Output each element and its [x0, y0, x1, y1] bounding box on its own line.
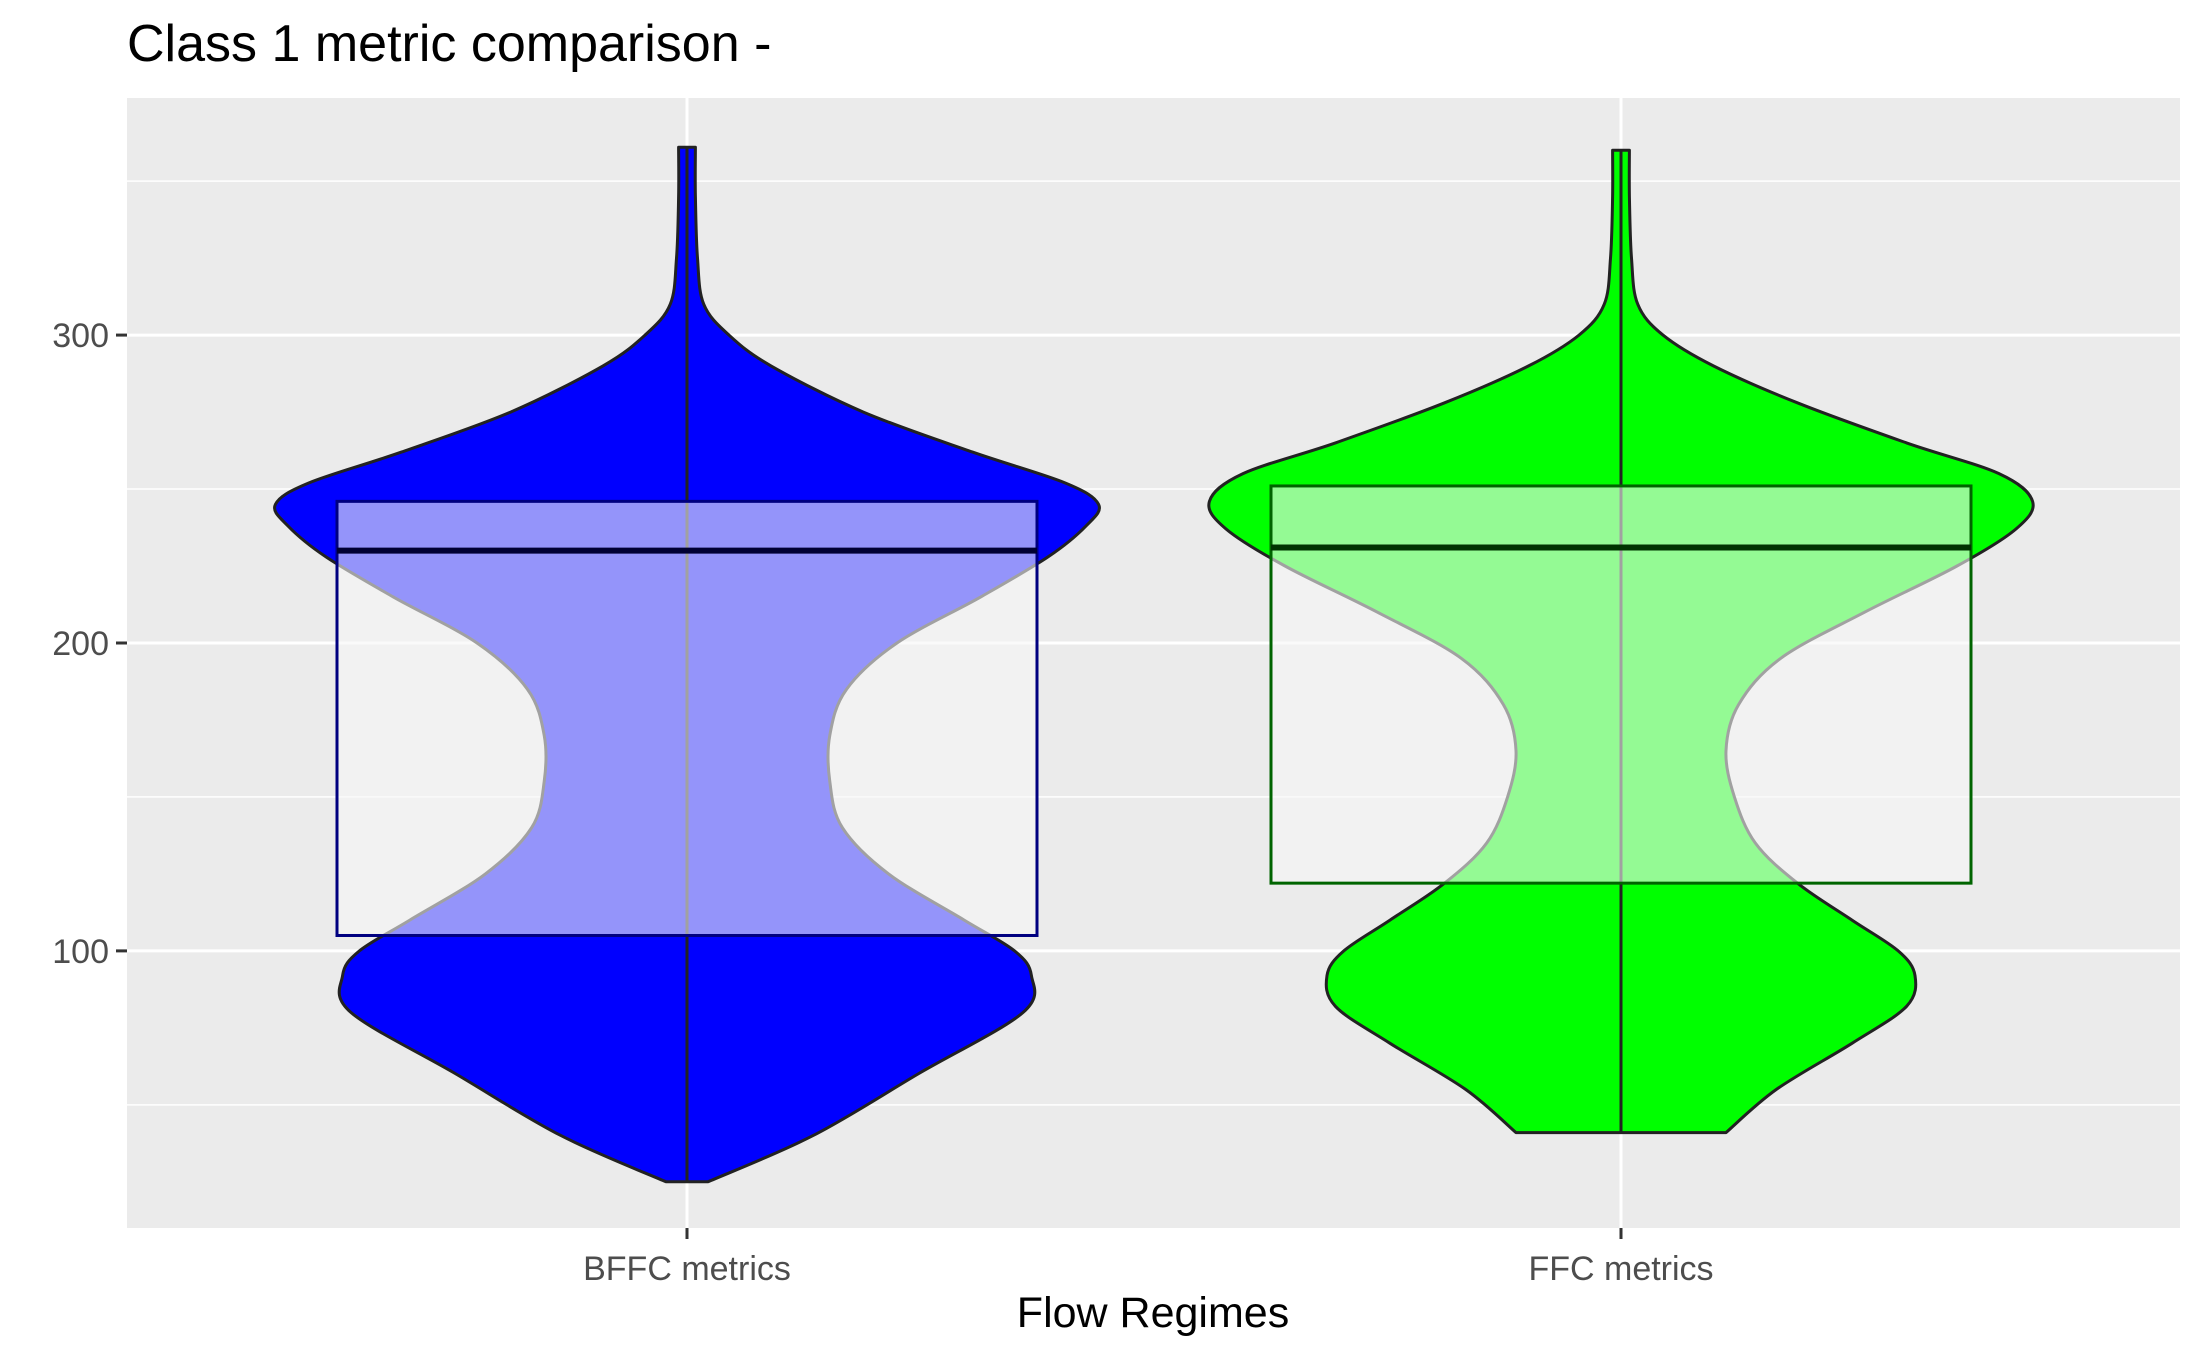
y-tick-label: 100 — [52, 933, 109, 971]
box-2 — [1269, 484, 1973, 885]
x-axis: BFFC metrics FFC metrics — [583, 1228, 1714, 1288]
violins — [273, 145, 2035, 1184]
x-tick-label: BFFC metrics — [583, 1250, 791, 1288]
x-axis-title: Flow Regimes — [1017, 1289, 1289, 1337]
x-tick-label: FFC metrics — [1528, 1250, 1713, 1288]
box-1 — [335, 499, 1039, 937]
y-axis: 100 200 300 — [52, 317, 127, 971]
y-tick-label: 300 — [52, 317, 109, 355]
chart-title: Class 1 metric comparison - — [127, 15, 772, 73]
y-tick-label: 200 — [52, 625, 109, 663]
